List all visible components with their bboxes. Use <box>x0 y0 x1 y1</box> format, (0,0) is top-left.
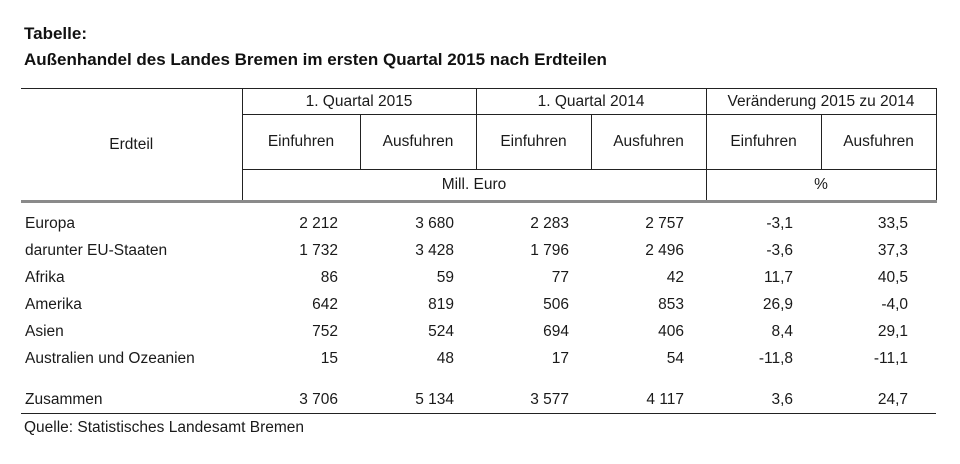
foreign-trade-table: Erdteil 1. Quartal 2015 1. Quartal 2014 … <box>21 88 937 414</box>
cell-exports-2014: 406 <box>658 322 685 340</box>
column-group-q1-2014: 1. Quartal 2014 <box>476 88 707 115</box>
row-label: darunter EU-Staaten <box>25 241 168 259</box>
row-label: Asien <box>25 322 64 340</box>
header-sub-row: Einfuhren Ausfuhren Einfuhren Ausfuhren … <box>21 114 937 170</box>
table-row-afrika: Afrika 86 59 77 42 11,7 40,5 <box>21 264 936 291</box>
total-exports-2014: 4 117 <box>591 372 707 414</box>
table-row-amerika: Amerika 642 819 506 853 26,9 -4,0 <box>21 291 936 318</box>
column-header-exports-2014: Ausfuhren <box>591 114 707 170</box>
cell-imports-change: 26,9 <box>762 295 794 313</box>
cell-imports-2015: 642 <box>312 295 338 313</box>
cell-exports-change: 29,1 <box>877 322 909 340</box>
cell-exports-change: -11,1 <box>873 349 909 367</box>
cell-imports-2014: 1 796 <box>530 241 570 259</box>
column-header-imports-2014: Einfuhren <box>476 114 592 170</box>
cell-exports-change: 37,3 <box>877 241 909 259</box>
total-exports-2015: 5 134 <box>360 372 477 414</box>
column-group-change-2015-2014: Veränderung 2015 zu 2014 <box>706 88 937 115</box>
unit-label-mill-euro: Mill. Euro <box>242 169 707 203</box>
cell-exports-change: 33,5 <box>877 214 909 232</box>
source-note: Quelle: Statistisches Landesamt Bremen <box>24 419 304 436</box>
column-header-imports-2015: Einfuhren <box>242 114 361 170</box>
header-units-row: Mill. Euro % <box>21 169 937 203</box>
cell-exports-change: 40,5 <box>877 268 909 286</box>
total-imports-change: 3,6 <box>706 372 822 414</box>
cell-imports-2014: 17 <box>551 349 570 367</box>
cell-imports-change: 8,4 <box>771 322 794 340</box>
row-label: Afrika <box>25 268 65 286</box>
cell-imports-2015: 752 <box>312 322 338 340</box>
column-header-exports-change: Ausfuhren <box>821 114 937 170</box>
cell-exports-2014: 2 496 <box>645 241 685 259</box>
column-header-imports-change: Einfuhren <box>706 114 822 170</box>
cell-imports-2015: 1 732 <box>299 241 338 259</box>
row-label: Europa <box>25 214 75 232</box>
table-row-eu-staaten: darunter EU-Staaten 1 732 3 428 1 796 2 … <box>21 237 936 264</box>
cell-imports-change: 11,7 <box>764 268 794 286</box>
cell-imports-2014: 77 <box>551 268 570 286</box>
cell-imports-2015: 86 <box>320 268 338 286</box>
table-row-total: Zusammen 3 706 5 134 3 577 4 117 3,6 24,… <box>21 372 937 414</box>
cell-imports-2014: 694 <box>543 322 570 340</box>
row-label: Australien und Ozeanien <box>25 349 195 367</box>
cell-exports-2015: 819 <box>428 295 455 313</box>
page-title: Außenhandel des Landes Bremen im ersten … <box>24 50 607 69</box>
cell-imports-2015: 2 212 <box>299 214 338 232</box>
total-imports-2014: 3 577 <box>476 372 592 414</box>
table-row-asien: Asien 752 524 694 406 8,4 29,1 <box>21 318 936 345</box>
cell-exports-2014: 54 <box>666 349 685 367</box>
table-row-europa: Europa 2 212 3 680 2 283 2 757 -3,1 33,5 <box>21 202 936 238</box>
cell-imports-change: -3,6 <box>766 241 794 259</box>
cell-exports-2015: 524 <box>428 322 455 340</box>
cell-imports-2014: 2 283 <box>530 214 570 232</box>
column-group-q1-2015: 1. Quartal 2015 <box>242 88 477 115</box>
title-block: Tabelle: Außenhandel des Landes Bremen i… <box>0 0 960 73</box>
cell-exports-2015: 59 <box>436 268 455 286</box>
cell-exports-change: -4,0 <box>881 295 909 313</box>
cell-exports-2015: 3 680 <box>415 214 455 232</box>
cell-exports-2014: 853 <box>658 295 685 313</box>
column-header-erdteil: Erdteil <box>21 88 243 203</box>
table-row-australien-ozeanien: Australien und Ozeanien 15 48 17 54 -11,… <box>21 345 936 372</box>
cell-imports-change: -11,8 <box>758 349 794 367</box>
cell-exports-2015: 48 <box>436 349 455 367</box>
header-group-row: Erdteil 1. Quartal 2015 1. Quartal 2014 … <box>21 88 937 203</box>
row-label: Amerika <box>25 295 82 313</box>
cell-exports-2014: 42 <box>666 268 685 286</box>
cell-exports-2014: 2 757 <box>645 214 685 232</box>
total-row-label: Zusammen <box>21 372 242 414</box>
total-imports-2015: 3 706 <box>242 372 360 414</box>
unit-label-percent: % <box>706 169 937 203</box>
cell-imports-2014: 506 <box>543 295 570 313</box>
total-exports-change: 24,7 <box>821 372 937 414</box>
cell-exports-2015: 3 428 <box>415 241 455 259</box>
column-header-exports-2015: Ausfuhren <box>360 114 477 170</box>
cell-imports-change: -3,1 <box>766 214 794 232</box>
table-label: Tabelle: <box>24 24 87 43</box>
cell-imports-2015: 15 <box>320 349 338 367</box>
